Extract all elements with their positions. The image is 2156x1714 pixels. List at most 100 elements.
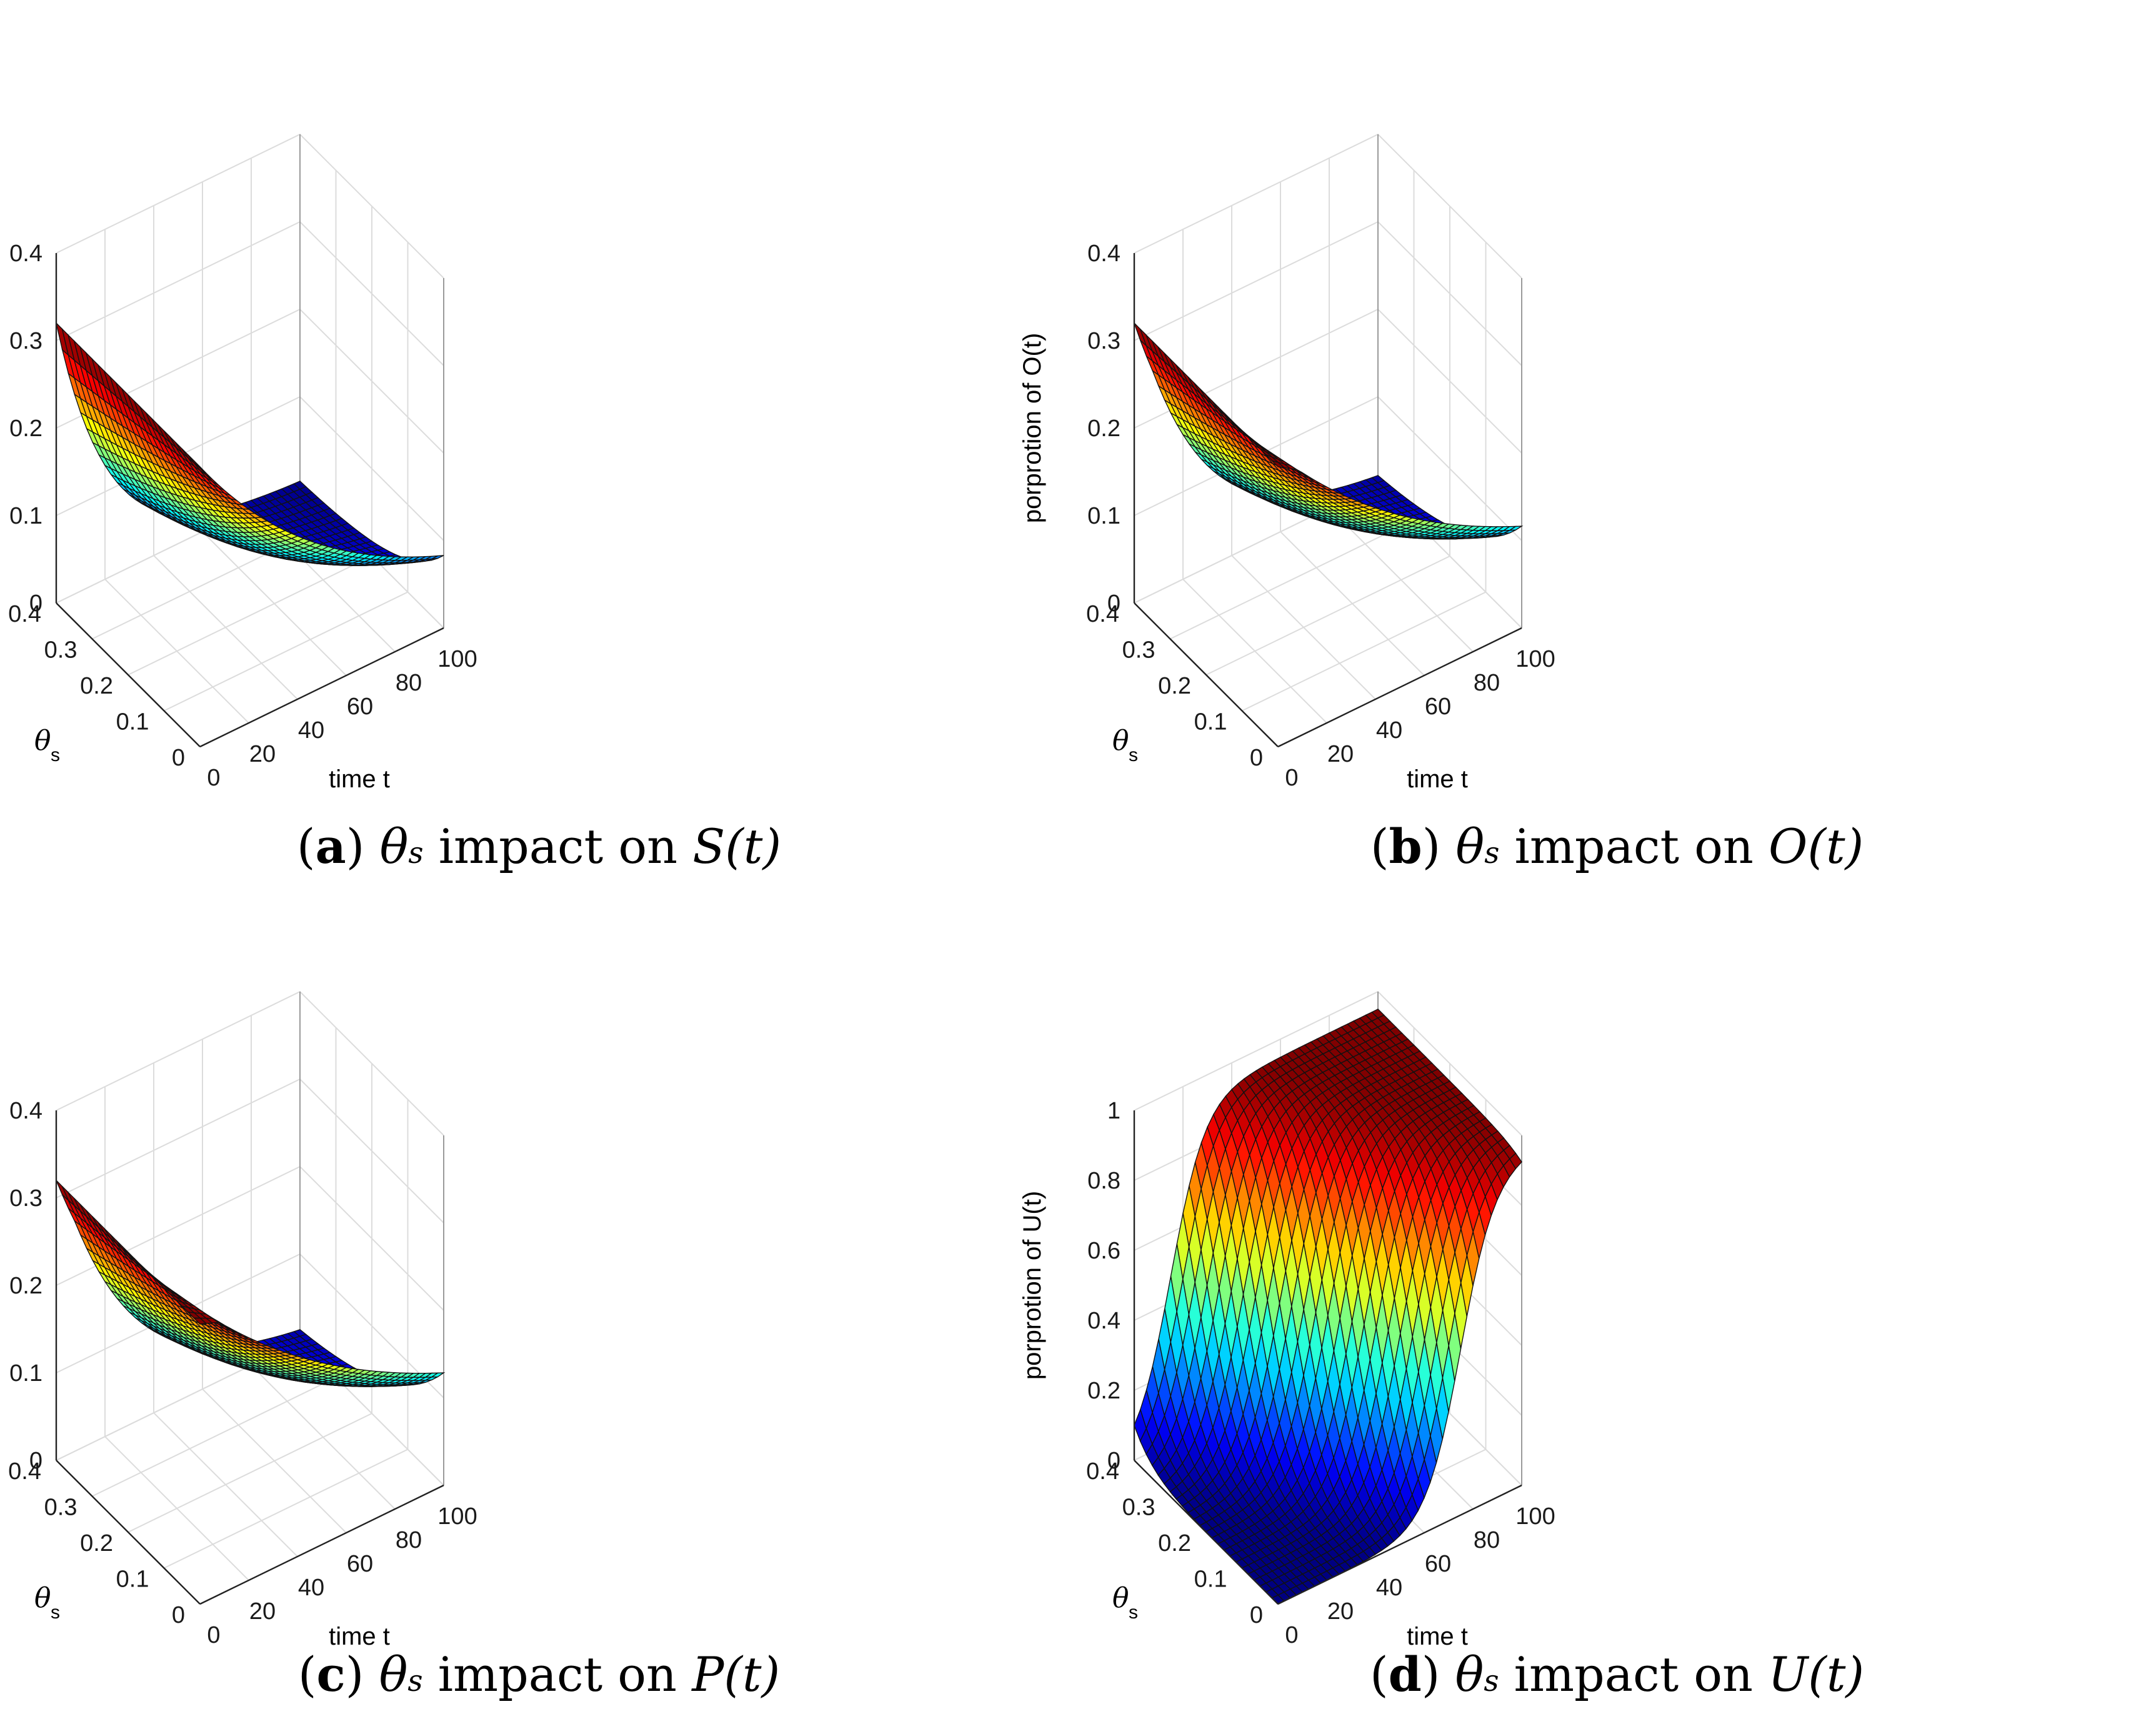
caption-theta: θ [1455,819,1485,874]
x-tick-label: 60 [347,1551,373,1577]
z-tick-label: 0.2 [1087,1378,1120,1404]
x-tick-label: 20 [249,1598,276,1625]
y-axis-label-sub: s [1129,745,1138,765]
x-tick-label: 100 [437,646,477,672]
grid-line [202,1039,347,1533]
caption-text: impact on [1514,819,1754,874]
z-tick-label: 0.3 [9,1185,42,1212]
x-axis-label: time t [1407,765,1468,793]
caption-sub: s [1484,836,1500,870]
x-tick-label: 0 [207,1622,220,1648]
x-tick-label: 0 [1285,765,1298,791]
y-tick-label: 0.1 [1194,1567,1227,1593]
y-axis-line [56,602,201,747]
y-tick-label: 0 [1250,1602,1263,1628]
z-tick-label: 0 [1107,590,1120,617]
y-axis-line [1134,602,1279,747]
grid-line [1134,253,1279,747]
y-tick-label: 0.2 [80,673,113,699]
grid-line [1134,221,1522,366]
surface-patch [192,1317,207,1325]
grid-line [164,242,409,712]
z-tick-label: 0 [1107,1448,1120,1474]
surface-plot: 02040608010000.10.20.30.400.10.20.30.4ti… [1019,133,1555,793]
panel-a: 0 20 40 60 80 100 0 0.1 0.2 0.3 0.4 0 0.1 0.2 0.3 0.4 ti… [0,0,1078,806]
caption-theta: θ [379,819,409,874]
grid-line [1280,182,1425,676]
caption-text: impact on [437,1647,677,1702]
z-tick-label: 0.4 [9,241,42,267]
z-tick-label: 0 [29,1448,42,1474]
x-tick-label: 60 [347,694,373,720]
y-axis-label-symbol: θ [34,725,51,757]
x-tick-label: 20 [1327,741,1354,767]
caption-theta: θ [379,1647,408,1702]
y-tick-label: 0.1 [116,1567,149,1593]
caption-tag: d [1388,1647,1422,1702]
grid-line [56,1078,444,1223]
y-axis-label-symbol: θ [1112,725,1129,757]
x-axis-label: time t [329,765,390,793]
grid-line [127,1064,372,1533]
x-tick-label: 60 [1425,1551,1451,1577]
grid-line [1329,158,1474,652]
caption-a: (a) θs impact on S(t) [296,819,782,874]
z-tick-label: 0.8 [1087,1168,1120,1194]
grid-line [56,990,444,1136]
x-tick-label: 20 [249,741,276,767]
z-tick-label: 0.6 [1087,1238,1120,1264]
z-tick-label: 0.1 [9,1360,42,1387]
x-tick-label: 0 [207,765,220,791]
y-tick-label: 0.1 [1194,709,1227,735]
y-tick-label: 0 [172,745,185,771]
y-tick-label: 0.2 [1158,673,1191,699]
y-axis-label-sub: s [51,1602,60,1623]
x-tick-label: 80 [1474,1527,1500,1553]
caption-c: (c) θs impact on P(t) [297,1647,781,1702]
grid-line [56,221,444,366]
caption-tag: a [315,819,346,874]
surface [56,1180,446,1387]
caption-text: impact on [1514,1647,1753,1702]
y-axis-label-symbol: θ [1112,1582,1129,1614]
grid-line [1134,133,1522,279]
z-tick-label: 0.4 [1087,241,1120,267]
x-axis-line [1277,1484,1522,1605]
caption-tag: b [1389,819,1422,874]
y-tick-label: 0.3 [1122,637,1155,664]
surface-plot: 02040608010000.10.20.30.400.10.20.30.4ti… [8,133,477,793]
x-tick-label: 100 [437,1503,477,1530]
x-tick-label: 40 [298,717,324,744]
grid-line [164,1099,409,1569]
x-tick-label: 100 [1515,646,1555,672]
grid-line [56,133,444,279]
y-tick-label: 0.2 [1158,1530,1191,1557]
grid-line [251,158,396,652]
x-tick-label: 100 [1515,1503,1555,1530]
x-tick-label: 60 [1425,694,1451,720]
x-axis-line [199,1484,444,1605]
y-tick-label: 0.2 [80,1530,113,1557]
z-tick-label: 0.2 [1087,416,1120,442]
surface [55,321,444,566]
surface-patch [193,460,207,474]
x-tick-label: 20 [1327,1598,1354,1625]
y-tick-label: 0.4 [8,1458,41,1485]
z-tick-label: 0.2 [9,416,42,442]
y-axis-label-symbol: θ [34,1582,51,1614]
y-tick-label: 0.1 [116,709,149,735]
grid-line [56,1110,201,1605]
y-tick-label: 0.4 [1086,1458,1119,1485]
y-tick-label: 0.3 [44,637,77,664]
y-tick-label: 0 [172,1602,185,1628]
x-tick-label: 80 [396,1527,422,1553]
x-tick-label: 80 [1474,670,1500,696]
caption-func: S(t) [692,819,782,874]
surface [1134,322,1524,540]
surface-plot: 02040608010000.10.20.30.400.10.20.30.4ti… [8,990,477,1650]
